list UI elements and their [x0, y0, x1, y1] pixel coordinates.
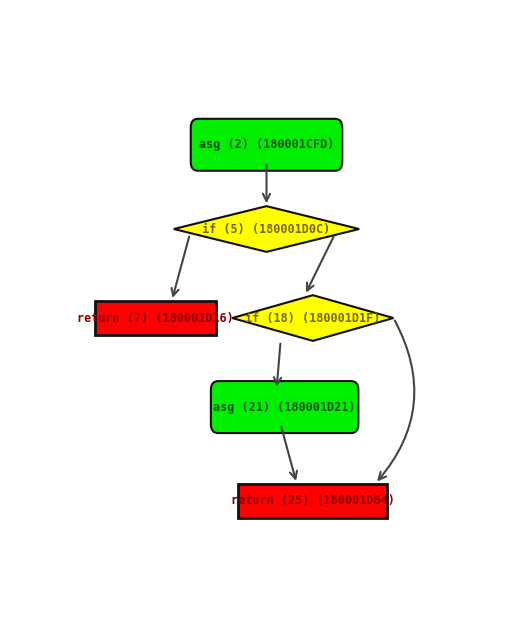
- Text: asg (2) (180001CFD): asg (2) (180001CFD): [199, 138, 334, 151]
- FancyBboxPatch shape: [191, 119, 342, 171]
- Text: return (25) (180001D64): return (25) (180001D64): [231, 494, 395, 508]
- Bar: [95, 301, 216, 336]
- Polygon shape: [174, 206, 359, 252]
- Text: asg (21) (180001D21): asg (21) (180001D21): [213, 401, 356, 414]
- Bar: [238, 484, 387, 518]
- Text: if (5) (180001D0C): if (5) (180001D0C): [202, 222, 331, 236]
- FancyBboxPatch shape: [211, 381, 358, 433]
- Text: if (18) (180001D1F): if (18) (180001D1F): [245, 311, 381, 324]
- Polygon shape: [232, 295, 394, 341]
- Text: return (7) (180001D16): return (7) (180001D16): [77, 311, 234, 324]
